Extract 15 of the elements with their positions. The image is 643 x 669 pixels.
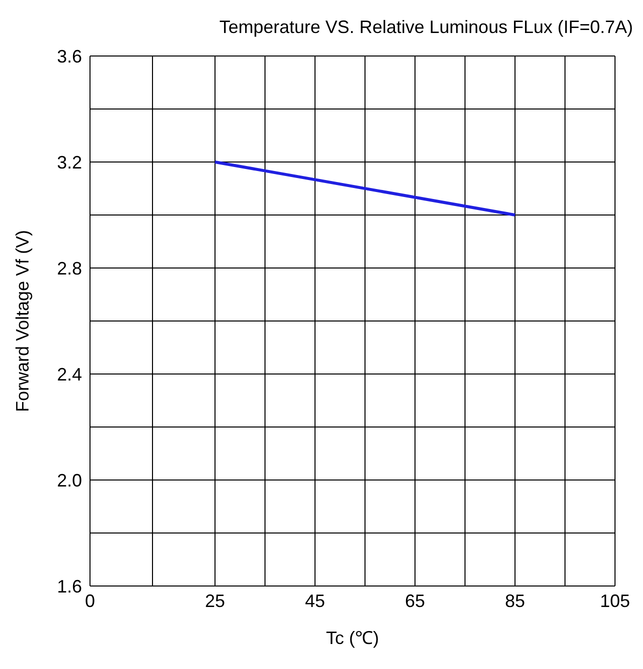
x-tick-label: 65	[404, 590, 426, 611]
y-tick-label: 2.0	[56, 470, 82, 490]
y-tick-label: 2.4	[56, 364, 82, 384]
y-tick-label: 3.6	[56, 46, 82, 66]
x-axis-title: Tc (℃)	[326, 628, 379, 648]
y-tick-label: 2.8	[56, 258, 82, 278]
y-axis-title: Forward Voltage Vf (V)	[12, 230, 32, 412]
x-tick-label: 85	[504, 590, 526, 611]
y-tick-label: 1.6	[56, 576, 82, 596]
x-tick-label: 25	[204, 590, 226, 611]
x-tick-label: 105	[600, 590, 630, 611]
chart-title: Temperature VS. Relative Luminous FLux (IF=0.7A)	[218, 16, 634, 39]
x-tick-label: 0	[84, 590, 96, 611]
x-tick-label: 45	[304, 590, 326, 611]
y-tick-label: 3.2	[56, 152, 82, 172]
